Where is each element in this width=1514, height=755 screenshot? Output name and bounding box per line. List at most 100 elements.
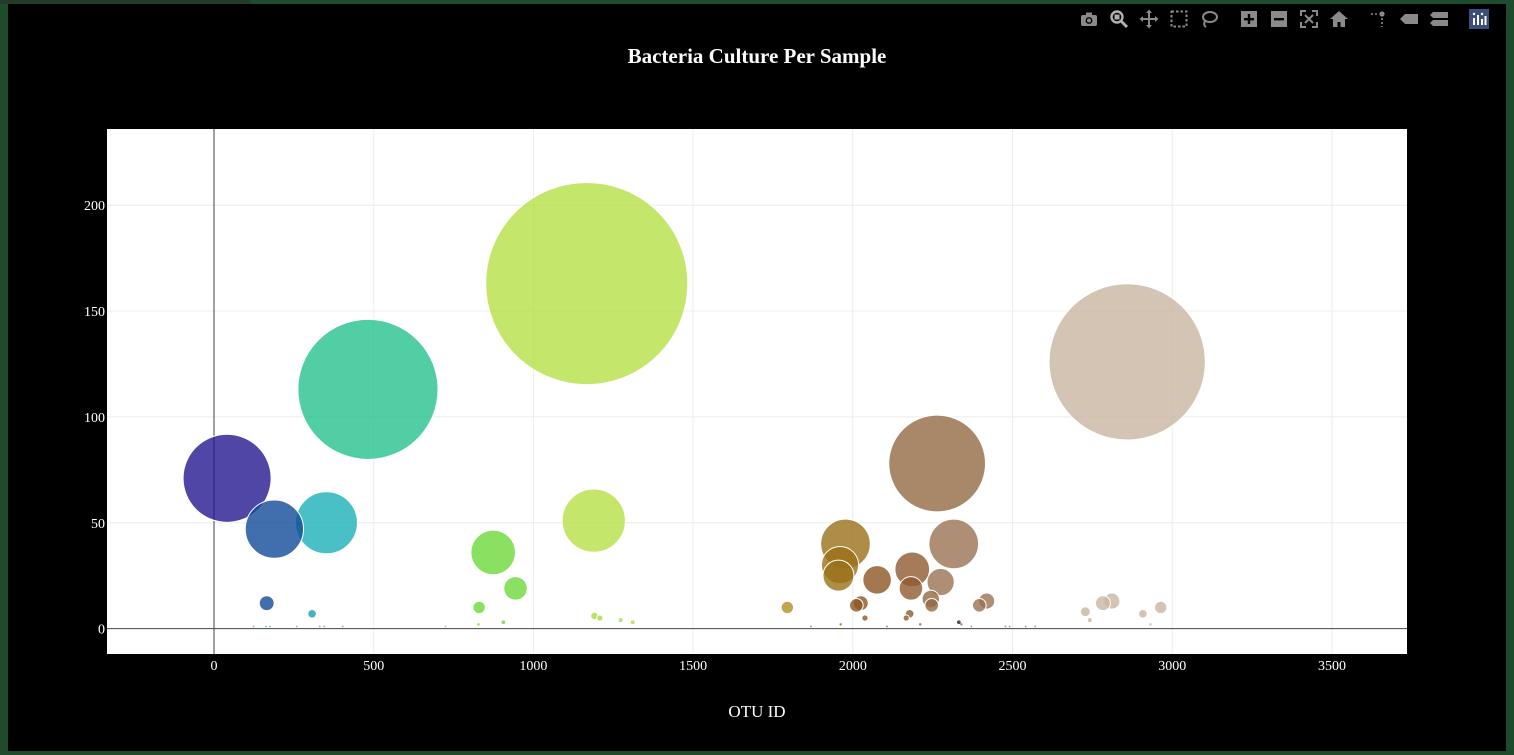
chart-title: Bacteria Culture Per Sample [627, 44, 887, 68]
bubble-point[interactable] [307, 608, 317, 619]
bubble-point[interactable] [924, 597, 940, 613]
home-icon [1330, 11, 1348, 27]
bubble-point[interactable] [444, 625, 447, 628]
bubble-point[interactable] [839, 623, 842, 626]
zoom-icon [1110, 10, 1129, 29]
x-tick-label: 1000 [519, 659, 547, 674]
zoom-button[interactable] [1106, 8, 1132, 30]
bubble-point[interactable] [294, 491, 358, 555]
bubble-point[interactable] [485, 181, 689, 386]
x-axis-title: OTU ID [728, 702, 786, 721]
bubble-point[interactable] [244, 499, 305, 559]
bubble-point[interactable] [630, 620, 635, 625]
bubble-point[interactable] [861, 614, 869, 622]
x-tick-label: 3500 [1318, 659, 1346, 674]
bubble-point[interactable] [918, 623, 922, 626]
window-top-edge [0, 0, 250, 4]
bubble-point[interactable] [1149, 623, 1152, 626]
bubble-point[interactable] [902, 614, 910, 622]
zero-lines [107, 129, 1407, 654]
pan-button[interactable] [1136, 8, 1162, 30]
y-tick-label: 0 [98, 623, 105, 638]
bubble-point[interactable] [617, 617, 624, 624]
bubble-point[interactable] [295, 625, 298, 628]
bubble-point[interactable] [501, 620, 506, 625]
hover-closest-button[interactable] [1396, 8, 1422, 30]
lasso-select-icon [1202, 11, 1218, 28]
x-axis-ticks: 0 500 1000 1500 2000 2500 3000 3500 [211, 659, 1346, 674]
x-tick-label: 3000 [1158, 659, 1186, 674]
bubble-point[interactable] [957, 620, 961, 625]
x-tick-label: 500 [363, 659, 384, 674]
hover-compare-button[interactable] [1426, 8, 1452, 30]
bubble-point[interactable] [252, 625, 255, 628]
bubble-point[interactable] [472, 600, 486, 615]
zoom-in-button[interactable] [1236, 8, 1262, 30]
bubble-point[interactable] [822, 559, 855, 592]
x-tick-label: 2500 [999, 659, 1027, 674]
pan-icon [1139, 9, 1159, 29]
bubble-point[interactable] [503, 576, 528, 601]
x-tick-label: 1500 [679, 659, 707, 674]
plotly-logo-link[interactable] [1466, 8, 1492, 30]
bubble-point[interactable] [1094, 595, 1111, 612]
zoom-out-button[interactable] [1266, 8, 1292, 30]
bubble-point[interactable] [862, 565, 892, 595]
bubble-point[interactable] [297, 318, 439, 460]
bubble-point[interactable] [265, 625, 267, 628]
bubble-point[interactable] [780, 600, 795, 615]
window-top-edge [823, 0, 1514, 4]
bubble-point[interactable] [971, 597, 987, 613]
bubble-point[interactable] [561, 488, 626, 553]
box-select-icon [1170, 10, 1188, 28]
autoscale-button[interactable] [1296, 8, 1322, 30]
box-select-button[interactable] [1166, 8, 1192, 30]
bubble-point[interactable] [477, 623, 480, 626]
bubble-point[interactable] [1004, 625, 1007, 628]
plotly-logo-icon [1469, 9, 1489, 29]
bubble-point[interactable] [318, 625, 321, 628]
home-button[interactable] [1326, 8, 1352, 30]
bubble-point[interactable] [928, 518, 980, 570]
bubble-point[interactable] [1086, 617, 1093, 624]
bubble-series[interactable] [182, 181, 1206, 628]
autoscale-icon [1300, 10, 1318, 28]
camera-icon [1081, 12, 1097, 26]
bubble-point[interactable] [1048, 283, 1206, 441]
bubble-point[interactable] [970, 625, 973, 628]
bubble-point[interactable] [596, 614, 604, 622]
lasso-select-button[interactable] [1196, 8, 1222, 30]
y-tick-label: 200 [84, 199, 105, 214]
bubble-point[interactable] [1024, 625, 1027, 628]
bubble-point[interactable] [1138, 608, 1148, 619]
camera-button[interactable] [1076, 8, 1102, 30]
bubble-point[interactable] [1008, 625, 1011, 628]
bubble-point[interactable] [898, 576, 924, 601]
bubble-point[interactable] [258, 595, 275, 612]
y-tick-label: 50 [91, 517, 105, 532]
bubble-point[interactable] [886, 625, 888, 628]
bubble-point[interactable] [810, 625, 812, 628]
bubble-point[interactable] [1154, 600, 1168, 615]
y-tick-label: 100 [84, 411, 105, 426]
bubble-point[interactable] [341, 625, 344, 628]
zoom-in-icon [1241, 11, 1257, 27]
bubble-point[interactable] [323, 625, 326, 628]
bubble-point[interactable] [888, 414, 987, 513]
bubble-point[interactable] [1034, 625, 1037, 628]
bubble-point[interactable] [1079, 606, 1091, 618]
y-axis-ticks: 0 50 100 150 200 [84, 199, 105, 637]
hover-closest-icon [1400, 14, 1418, 24]
spike-lines-icon [1371, 11, 1385, 27]
spike-lines-button[interactable] [1366, 8, 1392, 30]
bubble-point[interactable] [960, 623, 963, 626]
x-tick-label: 2000 [839, 659, 867, 674]
modebar [1076, 8, 1496, 30]
bubble-point[interactable] [470, 529, 516, 576]
bubble-point[interactable] [268, 625, 271, 628]
bubble-point[interactable] [926, 567, 955, 597]
x-tick-label: 0 [211, 659, 218, 674]
bubble-point[interactable] [182, 433, 272, 523]
bubble-point[interactable] [849, 597, 864, 613]
